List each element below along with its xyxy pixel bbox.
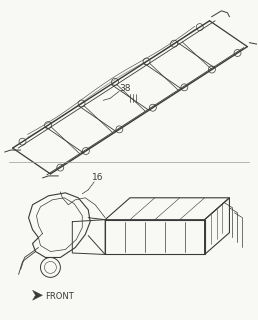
- Text: FRONT: FRONT: [45, 292, 74, 301]
- Text: 38: 38: [119, 84, 131, 93]
- Text: 16: 16: [92, 173, 104, 182]
- Polygon shape: [33, 290, 43, 300]
